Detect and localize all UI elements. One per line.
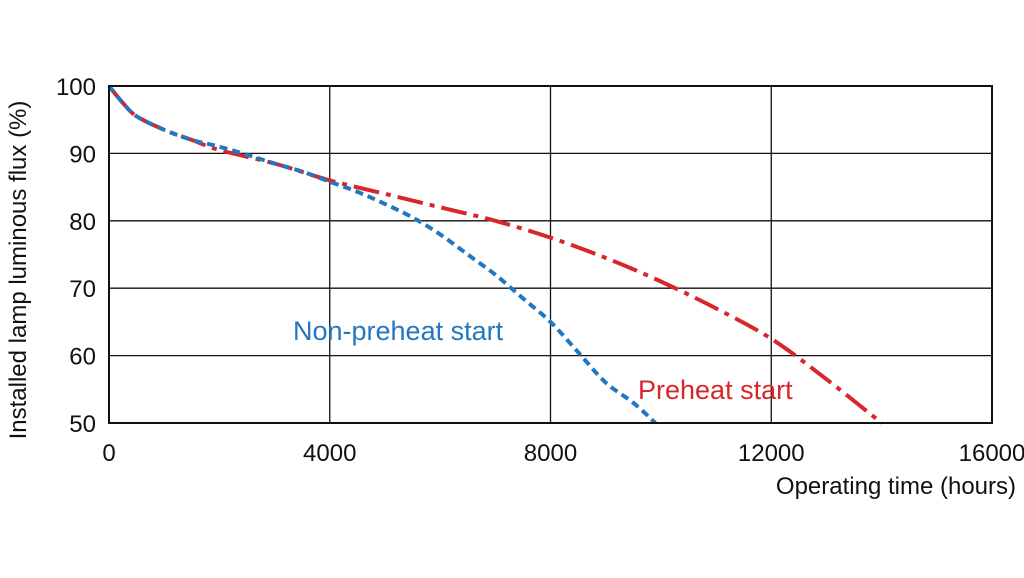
- series-line-non-preheat: [107, 84, 657, 425]
- series-lines: [107, 84, 883, 425]
- plot-frame: [108, 85, 993, 424]
- x-tick-label: 16000: [959, 440, 1024, 467]
- x-tick-label: 4000: [303, 440, 356, 467]
- tick-labels: 0 4000 8000 12000 16000 50 60 70 80 90 100: [56, 74, 1024, 467]
- x-tick-label: 0: [102, 440, 115, 467]
- y-tick-label: 70: [69, 276, 96, 303]
- x-tick-label: 12000: [738, 440, 805, 467]
- x-tick-label: 8000: [524, 440, 577, 467]
- series-line-preheat: [107, 84, 883, 425]
- y-tick-label: 100: [56, 74, 96, 101]
- y-tick-label: 80: [69, 209, 96, 236]
- series-label-non-preheat: Non-preheat start: [293, 316, 504, 346]
- y-tick-label: 90: [69, 141, 96, 168]
- y-tick-label: 60: [69, 344, 96, 371]
- x-axis-title: Operating time (hours): [776, 473, 1016, 500]
- y-axis-title: Installed lamp luminous flux (%): [5, 101, 32, 440]
- y-tick-label: 50: [69, 411, 96, 438]
- grid-lines: [109, 86, 992, 423]
- series-label-preheat: Preheat start: [638, 375, 793, 405]
